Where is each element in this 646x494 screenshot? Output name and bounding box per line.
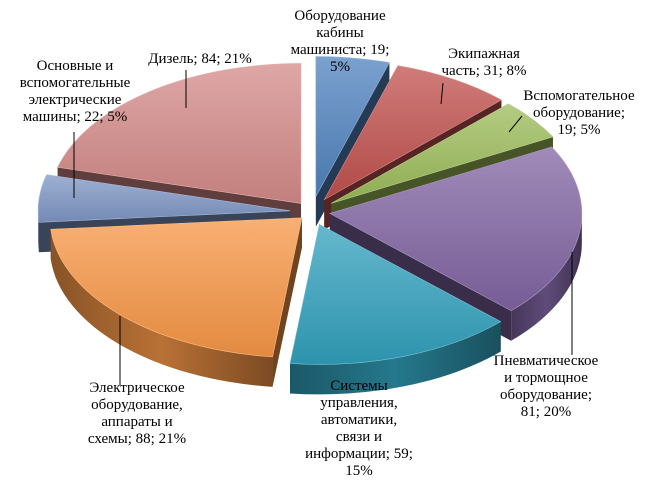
slice-electrical-equipment: [50, 217, 303, 358]
slice-pneumatic-brake: [329, 146, 583, 312]
slice-side-pneumatic-brake: [511, 213, 582, 341]
leader-line-undercarriage: [440, 82, 444, 105]
data-label-control-systems: Системы управления, автоматики, связи и …: [305, 378, 413, 479]
slice-diesel: [57, 63, 302, 204]
data-label-auxiliary-equipment: Вспомогательное оборудование; 19; 5%: [523, 88, 635, 138]
data-label-diesel: Дизель; 84; 21%: [148, 51, 252, 67]
data-label-pneumatic-brake: Пневматическое и тормощное оборудование;…: [493, 353, 599, 420]
slice-electric-machines: [37, 174, 291, 223]
slice-auxiliary-equipment: [331, 103, 554, 204]
slice-cab-equipment: [315, 56, 390, 197]
data-label-electric-machines: Основные и вспомогательные электрические…: [19, 58, 131, 125]
data-label-cab-equipment: Оборудование кабины машиниста; 19; 5%: [290, 8, 390, 75]
leader-line-auxiliary-equipment: [508, 115, 523, 133]
slice-wall-electrical-equipment-0: [272, 217, 302, 387]
slice-side-electrical-equipment: [50, 229, 273, 387]
slice-control-systems: [289, 223, 502, 365]
data-label-electrical-equipment: Электрическое оборудование, аппараты и с…: [87, 380, 187, 447]
slice-undercarriage: [323, 65, 503, 201]
data-label-undercarriage: Экипажная часть; 31; 8%: [441, 46, 527, 79]
